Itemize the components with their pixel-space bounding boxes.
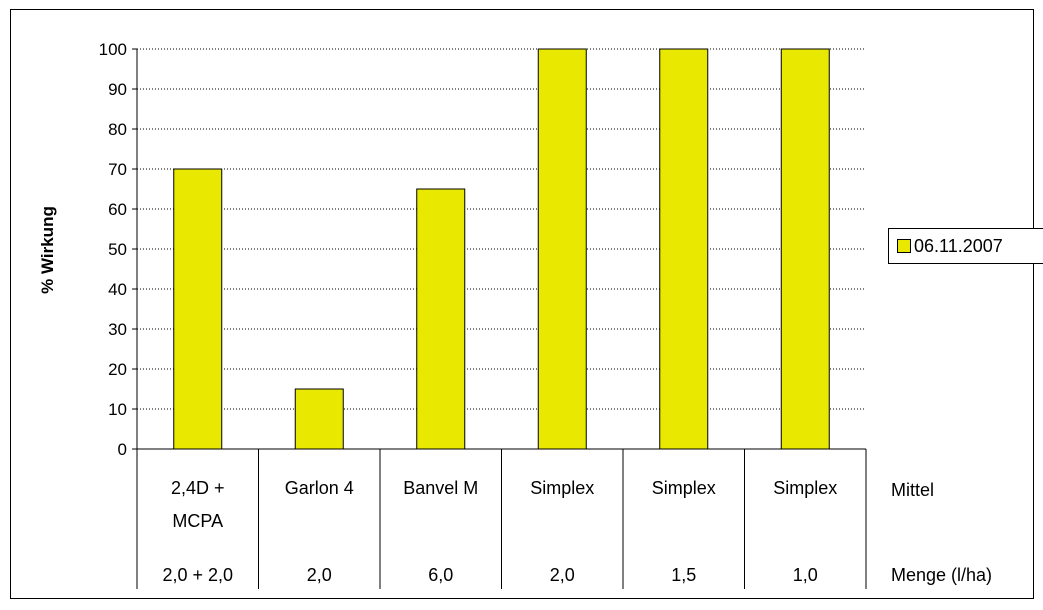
- amount-label: 6,0: [428, 565, 453, 585]
- category-label: Garlon 4: [285, 478, 354, 498]
- amount-label: 1,5: [671, 565, 696, 585]
- y-tick-label: 70: [108, 160, 127, 179]
- y-tick-label: 100: [99, 40, 127, 59]
- y-tick-label: 40: [108, 280, 127, 299]
- amount-label: 2,0 + 2,0: [162, 565, 233, 585]
- y-tick-label: 50: [108, 240, 127, 259]
- category-label: Simplex: [773, 478, 837, 498]
- y-tick-label: 20: [108, 360, 127, 379]
- legend: 06.11.2007: [888, 228, 1043, 264]
- bar: [416, 188, 466, 450]
- row-label-mittel: Mittel: [891, 480, 934, 500]
- category-label: Simplex: [652, 478, 716, 498]
- y-tick-label: 90: [108, 80, 127, 99]
- y-tick-label: 0: [118, 440, 127, 459]
- y-tick-label: 30: [108, 320, 127, 339]
- amount-label: 2,0: [550, 565, 575, 585]
- y-tick-label: 10: [108, 400, 127, 419]
- y-tick-label: 60: [108, 200, 127, 219]
- category-label: MCPA: [172, 511, 223, 531]
- amount-label: 2,0: [307, 565, 332, 585]
- legend-label: 06.11.2007: [914, 235, 1003, 256]
- category-label: 2,4D +: [171, 478, 225, 498]
- bar: [659, 48, 709, 450]
- bar: [294, 388, 344, 450]
- category-label: Banvel M: [403, 478, 478, 498]
- amount-label: 1,0: [793, 565, 818, 585]
- y-axis-title: % Wirkung: [38, 206, 57, 294]
- row-label-menge: Menge (l/ha): [891, 565, 992, 585]
- category-label: Simplex: [530, 478, 594, 498]
- bar: [780, 48, 830, 450]
- legend-swatch: [897, 239, 911, 253]
- bar: [537, 48, 587, 450]
- chart-frame: [10, 9, 1034, 599]
- y-tick-label: 80: [108, 120, 127, 139]
- bar: [173, 168, 223, 450]
